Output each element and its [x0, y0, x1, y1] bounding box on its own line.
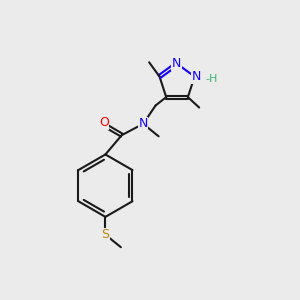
Text: N: N: [139, 117, 148, 130]
Text: N: N: [172, 57, 181, 70]
Text: N: N: [191, 70, 201, 83]
Text: O: O: [99, 116, 109, 129]
Text: -H: -H: [206, 74, 218, 84]
Text: S: S: [101, 228, 110, 241]
